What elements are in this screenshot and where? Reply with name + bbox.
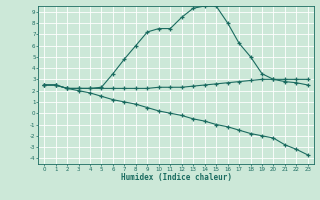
X-axis label: Humidex (Indice chaleur): Humidex (Indice chaleur): [121, 173, 231, 182]
